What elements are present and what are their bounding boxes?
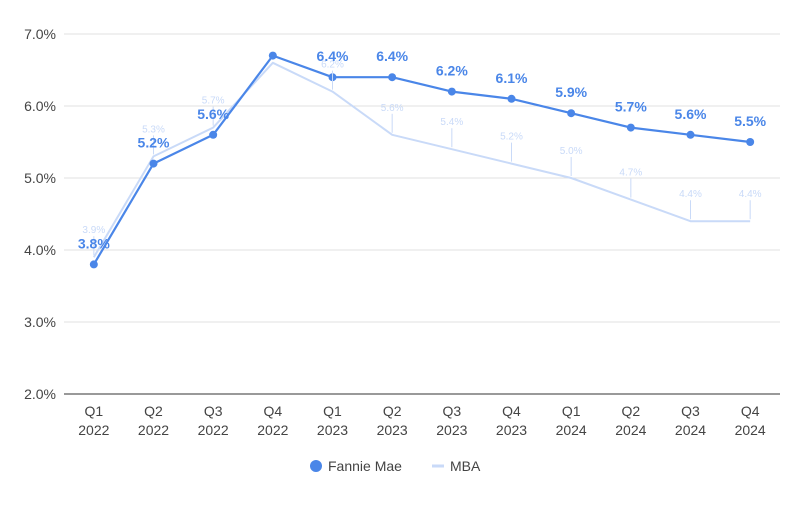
fannie-mae-data-label: 5.2%	[138, 135, 170, 151]
x-tick-label-year: 2024	[556, 422, 587, 438]
x-tick-label: Q1	[84, 403, 103, 419]
data-point	[89, 260, 98, 269]
y-tick-label: 7.0%	[24, 26, 56, 42]
data-point	[626, 123, 635, 132]
data-point	[567, 109, 576, 118]
mba-data-label: 5.3%	[142, 124, 165, 135]
series-line-mba	[92, 61, 751, 258]
x-tick-label: Q4	[502, 403, 521, 419]
data-point	[686, 130, 695, 139]
x-tick-label-year: 2022	[198, 422, 229, 438]
x-tick-label: Q2	[144, 403, 163, 419]
y-tick-label: 4.0%	[24, 242, 56, 258]
mba-data-label: 5.4%	[440, 117, 463, 128]
series-layer	[89, 51, 755, 269]
fannie-mae-data-label: 5.6%	[675, 106, 707, 122]
fannie-mae-data-label: 5.6%	[197, 106, 229, 122]
x-tick-label-year: 2022	[138, 422, 169, 438]
mba-data-label: 5.6%	[381, 103, 404, 114]
x-tick-label-year: 2024	[675, 422, 706, 438]
data-point	[209, 130, 218, 139]
x-tick-label: Q2	[383, 403, 402, 419]
data-point	[507, 94, 516, 103]
y-tick-label: 5.0%	[24, 170, 56, 186]
fannie-mae-data-label: 5.5%	[734, 113, 766, 129]
y-tick-label: 2.0%	[24, 386, 56, 402]
x-tick-label-year: 2024	[615, 422, 646, 438]
x-tick-label-year: 2023	[317, 422, 348, 438]
data-point	[388, 73, 397, 82]
legend: Fannie Mae MBA	[310, 458, 481, 474]
legend-label-mba: MBA	[450, 458, 481, 474]
x-axis-ticks: Q1 2022 Q2 2022 Q3 2022 Q4 2022 Q1 2023 Q2 2023 Q3 20…	[78, 403, 766, 438]
x-tick-label: Q2	[621, 403, 640, 419]
fannie-mae-data-label: 3.8%	[78, 235, 110, 251]
y-tick-label: 6.0%	[24, 98, 56, 114]
mba-data-label: 4.7%	[619, 168, 642, 179]
x-tick-label-year: 2022	[257, 422, 288, 438]
mba-data-label: 5.0%	[560, 146, 583, 157]
fannie-mae-data-label: 6.2%	[436, 63, 468, 79]
fannie-mae-data-label: 5.9%	[555, 84, 587, 100]
x-tick-label: Q1	[323, 403, 342, 419]
data-point	[746, 138, 755, 146]
x-tick-label: Q4	[263, 403, 282, 419]
y-tick-label: 3.0%	[24, 314, 56, 330]
mba-data-label: 3.9%	[82, 225, 105, 236]
x-tick-label-year: 2023	[377, 422, 408, 438]
y-axis-ticks: 2.0% 3.0% 4.0% 5.0% 6.0% 7.0%	[24, 26, 56, 402]
mba-data-label: 6.2%	[321, 60, 344, 71]
grid-layer	[64, 33, 780, 395]
x-tick-label-year: 2024	[735, 422, 766, 438]
mba-data-label: 4.4%	[739, 189, 762, 200]
legend-label-fannie-mae: Fannie Mae	[328, 458, 402, 474]
x-tick-label: Q1	[562, 403, 581, 419]
data-point	[447, 87, 456, 96]
mba-data-label: 4.4%	[679, 189, 702, 200]
x-tick-label-year: 2023	[436, 422, 467, 438]
data-labels: 3.9% 5.3% 5.7% 6.2% 5.6% 5.4% 5.2% 5.0% 4.7% 4.4%…	[78, 48, 767, 256]
fannie-mae-data-label: 6.4%	[376, 48, 408, 64]
fannie-mae-data-label: 6.1%	[496, 70, 528, 86]
fannie-mae-data-label: 6.4%	[317, 48, 349, 64]
x-tick-label: Q3	[681, 403, 700, 419]
legend-marker-fannie-mae	[310, 460, 322, 472]
mba-data-label: 5.7%	[202, 96, 225, 107]
x-tick-label: Q4	[741, 403, 760, 419]
mba-data-label: 5.2%	[500, 132, 523, 143]
x-tick-label: Q3	[442, 403, 461, 419]
data-point	[268, 51, 277, 60]
x-tick-label-year: 2022	[78, 422, 109, 438]
x-tick-label-year: 2023	[496, 422, 527, 438]
x-tick-label: Q3	[204, 403, 223, 419]
fannie-mae-data-label: 5.7%	[615, 99, 647, 115]
series-line-fannie-mae	[92, 54, 751, 265]
data-point	[149, 159, 158, 168]
